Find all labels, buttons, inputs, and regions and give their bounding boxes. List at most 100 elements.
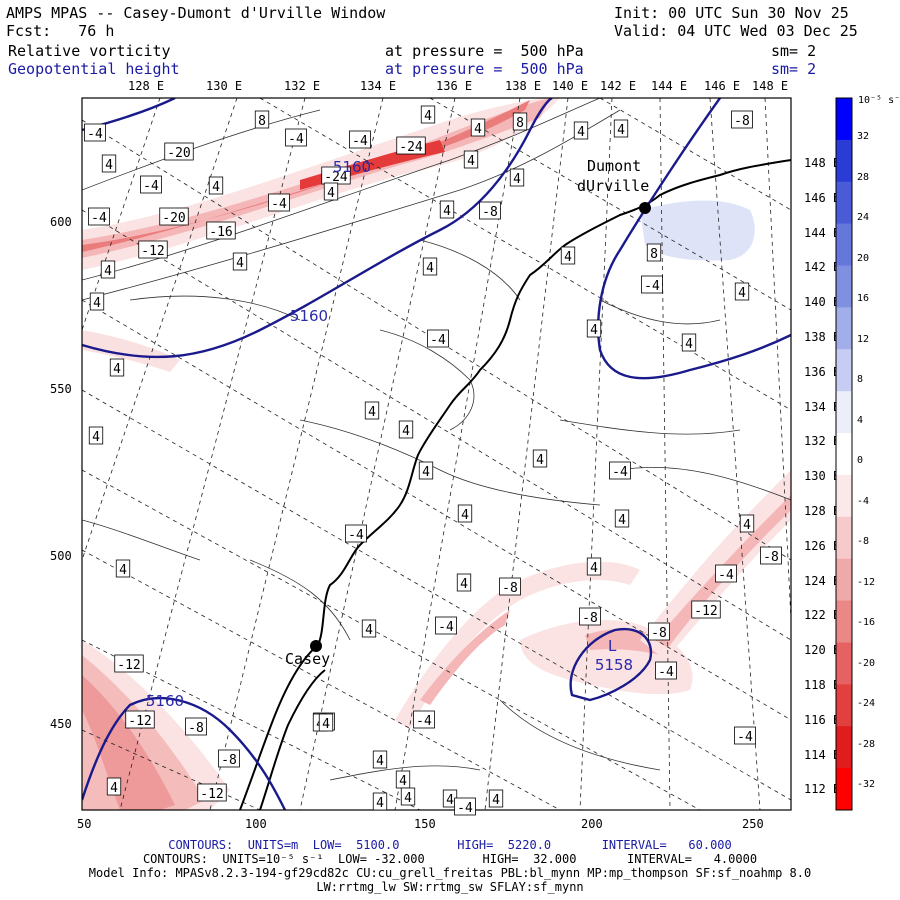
vorticity-label: -20 bbox=[164, 142, 194, 161]
vorticity-label: -4 bbox=[435, 616, 457, 635]
svg-text:8: 8 bbox=[650, 247, 658, 262]
svg-text:-4: -4 bbox=[143, 179, 159, 194]
vorticity-label: 4 bbox=[418, 461, 434, 480]
vorticity-label: -4 bbox=[734, 726, 756, 745]
vorticity-label: 4 bbox=[89, 292, 105, 311]
vorticity-label: 4 bbox=[586, 557, 602, 576]
colorbar-swatch bbox=[836, 684, 852, 727]
svg-text:4: 4 bbox=[376, 754, 384, 769]
colorbar-tick-label: 20 bbox=[857, 252, 870, 264]
colorbar-tick-label: -28 bbox=[857, 738, 876, 750]
svg-text:-8: -8 bbox=[482, 205, 498, 220]
height-label: 5160 bbox=[146, 692, 184, 710]
svg-text:-12: -12 bbox=[128, 714, 151, 729]
vorticity-label: 4 bbox=[463, 150, 479, 169]
svg-text:4: 4 bbox=[590, 323, 598, 338]
svg-text:4: 4 bbox=[93, 296, 101, 311]
low-marker: L bbox=[608, 637, 617, 655]
vorticity-label: 4 bbox=[364, 401, 380, 420]
footer-model-info-2: LW:rrtmg_lw SW:rrtmg_sw SFLAY:sf_mynn bbox=[316, 880, 584, 894]
vorticity-label: 4 bbox=[101, 154, 117, 173]
colorbar-swatch bbox=[836, 223, 852, 267]
vorticity-label: 4 bbox=[372, 792, 388, 811]
dumont-durville-station-marker bbox=[639, 202, 651, 214]
svg-text:-4: -4 bbox=[271, 197, 287, 212]
svg-text:4: 4 bbox=[105, 158, 113, 173]
svg-text:-4: -4 bbox=[644, 279, 660, 294]
height-label: 5158 bbox=[595, 656, 633, 674]
svg-text:4: 4 bbox=[467, 154, 475, 169]
vorticity-label: -4 bbox=[345, 524, 367, 543]
field1-name: Relative vorticity bbox=[8, 42, 171, 60]
vorticity-label: -4 bbox=[641, 275, 663, 294]
colorbar-swatch bbox=[836, 558, 852, 602]
svg-text:4: 4 bbox=[327, 186, 335, 201]
field1-level: at pressure = 500 hPa bbox=[385, 42, 584, 60]
vorticity-label: -8 bbox=[479, 201, 501, 220]
svg-text:-4: -4 bbox=[87, 127, 103, 142]
svg-text:4: 4 bbox=[92, 430, 100, 445]
vorticity-label: -4 bbox=[88, 207, 110, 226]
colorbar-swatch bbox=[836, 768, 852, 811]
svg-text:4: 4 bbox=[110, 781, 118, 796]
vorticity-label: -8 bbox=[499, 577, 521, 596]
svg-text:-16: -16 bbox=[209, 225, 232, 240]
y-tick-label: 550 bbox=[50, 382, 72, 396]
field1-smooth: sm= 2 bbox=[771, 42, 817, 60]
svg-text:-24: -24 bbox=[324, 170, 348, 185]
y-tick-label: 600 bbox=[50, 215, 72, 229]
svg-text:-8: -8 bbox=[763, 550, 779, 565]
colorbar-swatch bbox=[836, 98, 852, 141]
svg-text:-12: -12 bbox=[200, 787, 223, 802]
svg-text:4: 4 bbox=[513, 172, 521, 187]
vorticity-label: 4 bbox=[109, 358, 125, 377]
vorticity-label: 4 bbox=[470, 118, 486, 137]
vorticity-label: 4 bbox=[734, 282, 750, 301]
svg-text:-4: -4 bbox=[612, 465, 628, 480]
vorticity-label: 4 bbox=[323, 182, 339, 201]
vorticity-label: 4 bbox=[361, 619, 377, 638]
svg-text:-8: -8 bbox=[651, 626, 667, 641]
svg-text:-4: -4 bbox=[438, 620, 454, 635]
colorbar-tick-label: -4 bbox=[857, 495, 870, 507]
svg-text:4: 4 bbox=[424, 109, 432, 124]
colorbar-tick-label: 12 bbox=[857, 333, 870, 345]
svg-text:4: 4 bbox=[426, 261, 434, 276]
svg-text:4: 4 bbox=[536, 453, 544, 468]
vorticity-label: 4 bbox=[106, 777, 122, 796]
x-tick-label: 50 bbox=[77, 817, 92, 831]
field2-name: Geopotential height bbox=[8, 60, 180, 78]
svg-text:4: 4 bbox=[119, 563, 127, 578]
top-tick-label: 138 E bbox=[505, 79, 542, 93]
vorticity-label: 4 bbox=[208, 176, 224, 195]
colorbar-swatch bbox=[836, 181, 852, 225]
colorbar-tick-label: -32 bbox=[857, 779, 876, 790]
top-tick-label: 144 E bbox=[651, 79, 688, 93]
svg-text:4: 4 bbox=[104, 264, 112, 279]
colorbar-swatch bbox=[836, 307, 852, 350]
svg-text:-4: -4 bbox=[718, 568, 734, 583]
vorticity-label: 4 bbox=[573, 121, 589, 140]
colorbar-swatch bbox=[836, 349, 852, 392]
svg-text:4: 4 bbox=[422, 465, 430, 480]
vorticity-label: -24 bbox=[396, 136, 426, 155]
colorbar-swatch bbox=[836, 139, 852, 183]
top-tick-label: 136 E bbox=[436, 79, 473, 93]
vorticity-label: -8 bbox=[218, 749, 240, 768]
svg-text:-4: -4 bbox=[91, 211, 107, 226]
vorticity-label: 4 bbox=[488, 789, 504, 808]
height-label: 5160 bbox=[290, 307, 328, 325]
vorticity-label: -8 bbox=[579, 607, 601, 626]
colorbar-tick-label: 28 bbox=[857, 171, 870, 183]
top-tick-label: 140 E bbox=[552, 79, 589, 93]
colorbar-tick-label: 8 bbox=[857, 374, 864, 385]
svg-text:4: 4 bbox=[617, 123, 625, 138]
vorticity-label: -16 bbox=[206, 221, 236, 240]
vorticity-label: -4 bbox=[285, 128, 307, 147]
vorticity-label: 4 bbox=[457, 504, 473, 523]
colorbar-tick-label: -8 bbox=[857, 536, 870, 547]
colorbar-swatch bbox=[836, 516, 852, 560]
forecast-hour: Fcst: 76 h bbox=[6, 22, 115, 40]
x-tick-label: 200 bbox=[581, 817, 603, 831]
top-tick-label: 128 E bbox=[128, 79, 165, 93]
